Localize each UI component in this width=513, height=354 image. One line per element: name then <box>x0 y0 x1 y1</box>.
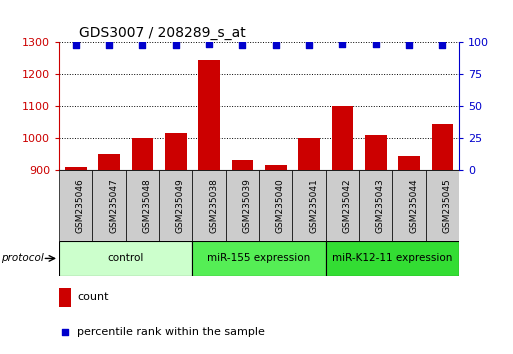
Bar <box>192 241 326 276</box>
Text: GSM235044: GSM235044 <box>409 178 418 233</box>
Point <box>61 329 69 335</box>
Bar <box>331 106 353 354</box>
Text: GSM235042: GSM235042 <box>343 178 351 233</box>
Text: GSM235041: GSM235041 <box>309 178 318 233</box>
Bar <box>59 241 192 276</box>
Bar <box>92 170 126 241</box>
Point <box>405 42 413 48</box>
Text: GSM235048: GSM235048 <box>143 178 151 233</box>
Bar <box>265 165 287 354</box>
Point <box>438 42 446 48</box>
Text: GDS3007 / 208289_s_at: GDS3007 / 208289_s_at <box>79 26 246 40</box>
Bar <box>326 241 459 276</box>
Text: GSM235038: GSM235038 <box>209 178 218 233</box>
Text: control: control <box>108 253 144 263</box>
Bar <box>292 170 326 241</box>
Point <box>138 42 146 48</box>
Bar <box>431 124 453 354</box>
Bar <box>65 167 87 354</box>
Point <box>338 41 346 47</box>
Bar <box>165 133 187 354</box>
Bar <box>426 170 459 241</box>
Text: GSM235045: GSM235045 <box>442 178 451 233</box>
Bar <box>59 170 92 241</box>
Point <box>171 42 180 48</box>
Point <box>71 42 80 48</box>
Bar <box>131 138 153 354</box>
Point <box>305 42 313 48</box>
Bar <box>192 170 226 241</box>
Point <box>238 42 246 48</box>
Bar <box>126 170 159 241</box>
Bar <box>359 170 392 241</box>
Text: percentile rank within the sample: percentile rank within the sample <box>77 327 265 337</box>
Bar <box>159 170 192 241</box>
Point <box>271 42 280 48</box>
Point <box>205 41 213 47</box>
Text: GSM235040: GSM235040 <box>276 178 285 233</box>
Text: GSM235039: GSM235039 <box>242 178 251 233</box>
Bar <box>98 154 120 354</box>
Text: count: count <box>77 292 109 302</box>
Text: GSM235046: GSM235046 <box>76 178 85 233</box>
Text: miR-K12-11 expression: miR-K12-11 expression <box>332 253 452 263</box>
Bar <box>259 170 292 241</box>
Text: protocol: protocol <box>1 253 44 263</box>
Point <box>371 41 380 47</box>
Bar <box>365 135 387 354</box>
Text: GSM235049: GSM235049 <box>175 178 185 233</box>
Bar <box>226 170 259 241</box>
Text: miR-155 expression: miR-155 expression <box>207 253 311 263</box>
Bar <box>231 160 253 354</box>
Bar <box>392 170 426 241</box>
Point <box>105 42 113 48</box>
Bar <box>398 156 420 354</box>
Bar <box>59 288 71 307</box>
Bar <box>298 138 320 354</box>
Bar <box>326 170 359 241</box>
Bar <box>198 60 220 354</box>
Text: GSM235043: GSM235043 <box>376 178 385 233</box>
Text: GSM235047: GSM235047 <box>109 178 118 233</box>
